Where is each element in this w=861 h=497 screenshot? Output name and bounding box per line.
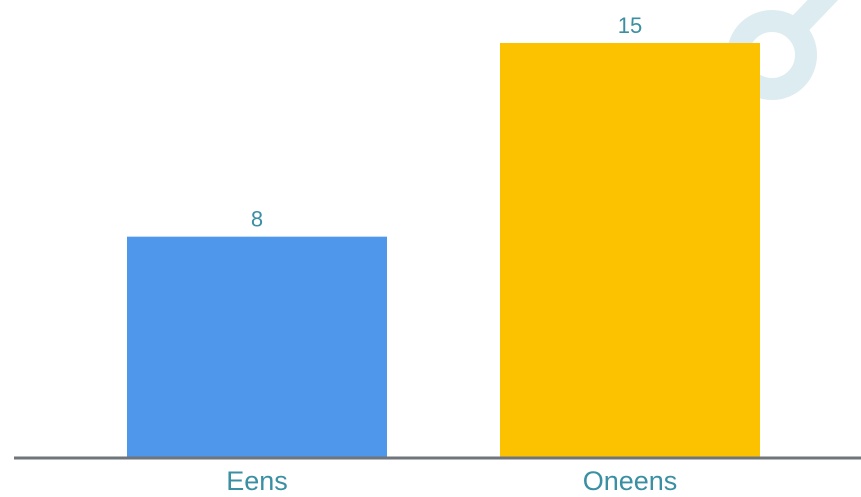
category-label-eens: Eens xyxy=(226,466,288,496)
category-label-oneens: Oneens xyxy=(583,466,678,496)
value-label-oneens: 15 xyxy=(618,13,642,38)
category-labels-layer: Eens Oneens xyxy=(226,466,677,496)
value-label-eens: 8 xyxy=(251,207,263,232)
value-labels-layer: 8 15 xyxy=(251,13,642,232)
bars-layer xyxy=(127,43,760,458)
bar-eens xyxy=(127,236,387,458)
bar-oneens xyxy=(500,43,760,458)
